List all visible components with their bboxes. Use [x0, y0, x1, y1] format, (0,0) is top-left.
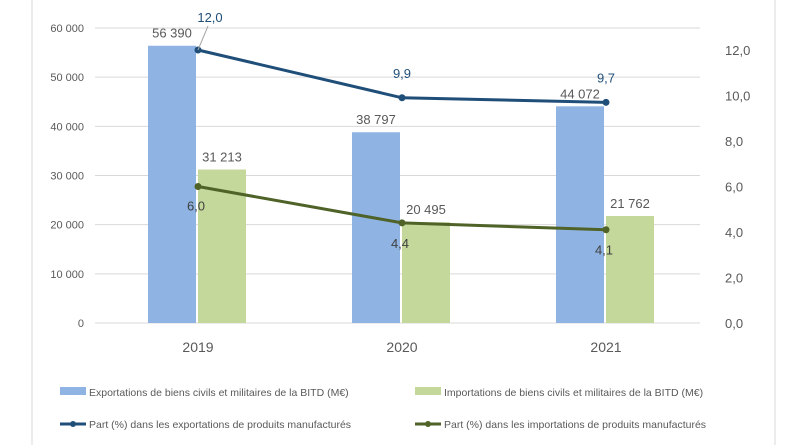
line-data-label: 4,1 [595, 243, 613, 258]
right-axis-tick: 2,0 [725, 271, 743, 286]
right-axis-tick: 12,0 [725, 43, 750, 58]
x-axis-tick: 2020 [386, 339, 417, 355]
left-axis-tick: 20 000 [50, 220, 84, 232]
legend-label: Importations de biens civils et militair… [444, 387, 703, 399]
left-axis-tick: 0 [78, 318, 84, 330]
leader-line [197, 25, 209, 51]
import-bar [606, 216, 654, 323]
line-point [398, 219, 406, 227]
left-axis-tick: 40 000 [50, 121, 84, 133]
right-axis-tick: 6,0 [725, 180, 743, 195]
line-point [602, 226, 610, 234]
x-axis-tick: 2021 [590, 339, 621, 355]
right-axis-tick: 8,0 [725, 134, 743, 149]
legend-marker-icon [70, 421, 76, 427]
legend-marker-icon [425, 421, 431, 427]
bar-data-label: 38 797 [356, 112, 396, 127]
bar-data-label: 20 495 [406, 202, 446, 217]
export-bar [148, 45, 196, 323]
right-axis-tick: 0,0 [725, 316, 743, 331]
right-axis-tick: 10,0 [725, 89, 750, 104]
left-axis-tick: 60 000 [50, 23, 84, 35]
right-axis-tick: 4,0 [725, 225, 743, 240]
legend-label: Part (%) dans les exportations de produi… [89, 419, 351, 431]
x-axis-tick: 2019 [182, 339, 213, 355]
line-point [602, 98, 610, 106]
bar-data-label: 21 762 [610, 196, 650, 211]
legend-label: Part (%) dans les importations de produi… [444, 419, 706, 431]
line-data-label: 6,0 [187, 199, 205, 214]
bar-data-label: 31 213 [202, 150, 242, 165]
line-data-label: 4,4 [391, 236, 409, 251]
line-data-label: 9,7 [597, 70, 615, 85]
line-point [194, 183, 202, 190]
line-point [398, 94, 406, 102]
legend-swatch [415, 387, 441, 395]
bar-data-label: 44 072 [560, 86, 600, 101]
import-bar [402, 222, 450, 323]
export-bar [352, 132, 400, 323]
left-axis-tick: 50 000 [50, 72, 84, 84]
legend-label: Exportations de biens civils et militair… [89, 387, 349, 399]
legend-swatch [60, 387, 86, 395]
left-axis-tick: 10 000 [50, 269, 84, 281]
line-data-label: 12,0 [197, 10, 222, 25]
export-bar [556, 106, 604, 323]
left-axis-tick: 30 000 [50, 171, 84, 183]
bar-data-label: 56 390 [152, 26, 192, 41]
line-data-label: 9,9 [393, 66, 411, 81]
